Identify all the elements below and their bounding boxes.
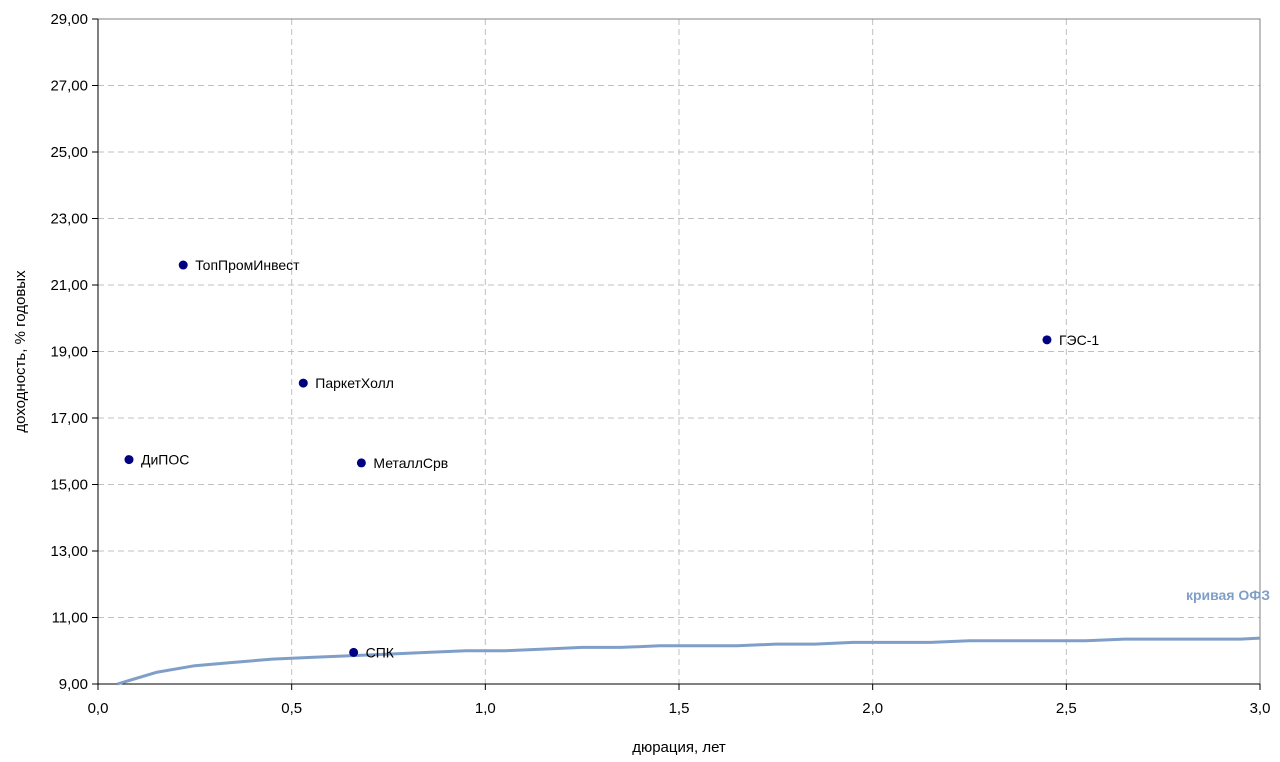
- ofz-curve-label: кривая ОФЗ: [1186, 587, 1270, 603]
- y-tick-label: 15,00: [50, 477, 88, 494]
- ofz-curve-series: кривая ОФЗ: [116, 587, 1270, 686]
- bond-points-series: ТопПромИнвест ГЭС-1 ПаркетХолл ДиПОС МеталлС…: [124, 257, 1099, 660]
- bond-point-marker: [356, 458, 366, 468]
- bond-point-marker: [298, 378, 308, 388]
- bond-point-marker: [349, 647, 359, 657]
- y-tick-label: 23,00: [50, 211, 88, 228]
- y-tick-label: 9,00: [59, 676, 88, 693]
- bond-point-label: ГЭС-1: [1059, 332, 1099, 348]
- bond-point-label: МеталлСрв: [373, 455, 448, 471]
- ofz-curve-line: [116, 636, 1261, 686]
- y-tick-label: 13,00: [50, 543, 88, 560]
- x-tick-label: 1,0: [475, 700, 496, 717]
- y-tick-label: 11,00: [52, 610, 88, 627]
- y-tick-label: 25,00: [50, 144, 88, 161]
- y-tick-label: 19,00: [50, 344, 88, 361]
- x-tick-label: 2,5: [1056, 700, 1077, 717]
- x-axis-ticks: 0,0 0,5 1,0 1,5 2,0 2,5 3,0: [88, 684, 1271, 717]
- x-tick-label: 0,5: [281, 700, 302, 717]
- x-tick-label: 1,5: [669, 700, 690, 717]
- y-axis-ticks: 9,00 11,00 13,00 15,00 17,00 19,00 21,00 23,00 2…: [50, 11, 98, 693]
- y-tick-label: 17,00: [50, 410, 88, 427]
- x-tick-label: 3,0: [1250, 700, 1271, 717]
- x-tick-label: 2,0: [862, 700, 883, 717]
- bond-point-label: СПК: [366, 644, 395, 660]
- y-tick-label: 27,00: [50, 78, 88, 95]
- y-tick-label: 29,00: [50, 11, 88, 28]
- bond-point-marker: [178, 260, 188, 270]
- bond-point-marker: [124, 455, 134, 465]
- y-axis-title: доходность, % годовых: [12, 270, 29, 433]
- y-tick-label: 21,00: [50, 277, 88, 294]
- grid-lines: [98, 19, 1260, 684]
- bond-point-label: ПаркетХолл: [315, 375, 394, 391]
- bond-point-label: ДиПОС: [141, 452, 189, 468]
- x-axis-title: дюрация, лет: [632, 739, 726, 756]
- bond-point-label: ТопПромИнвест: [195, 257, 300, 273]
- x-tick-label: 0,0: [88, 700, 109, 717]
- bond-point-marker: [1042, 335, 1052, 345]
